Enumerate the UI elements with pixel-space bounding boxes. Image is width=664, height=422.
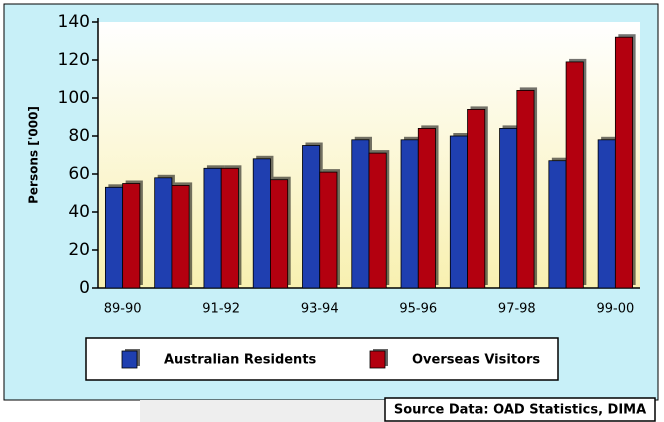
bar <box>417 127 436 289</box>
bar <box>614 36 634 289</box>
bar <box>351 139 370 289</box>
y-tick-label: 20 <box>68 240 90 260</box>
legend-label: Overseas Visitors <box>412 353 540 368</box>
y-tick-label: 60 <box>68 164 90 184</box>
bar <box>548 160 567 289</box>
bar <box>400 139 419 289</box>
bar <box>467 109 486 289</box>
source-box <box>384 397 656 422</box>
bar <box>252 158 271 289</box>
legend-label: Australian Residents <box>164 353 317 368</box>
bar <box>154 177 173 289</box>
bar <box>565 61 584 289</box>
bar <box>122 183 141 289</box>
x-tick-label: 95-96 <box>399 302 437 317</box>
legend-box <box>85 337 559 381</box>
bar <box>516 90 535 289</box>
source: Source Data: OAD Statistics, DIMA <box>394 403 646 418</box>
bar <box>270 179 289 289</box>
bar <box>449 135 468 289</box>
legend-swatch <box>121 350 138 369</box>
y-axis-label: Persons ['000] <box>27 106 41 204</box>
bar <box>319 171 338 289</box>
bar <box>597 139 616 289</box>
bar <box>104 186 124 289</box>
y-tick-label: 40 <box>68 202 90 222</box>
bar <box>203 167 222 289</box>
x-tick-label: 91-92 <box>202 302 240 317</box>
y-tick-label: 140 <box>58 12 90 32</box>
x-tick-label: 99-00 <box>596 302 634 317</box>
bar <box>220 167 239 289</box>
y-tick-label: 120 <box>58 50 90 70</box>
x-tick-label: 93-94 <box>301 302 339 317</box>
footer-bg <box>140 400 385 422</box>
bar <box>302 145 321 289</box>
y-tick-label: 0 <box>79 278 90 298</box>
bar <box>368 152 387 289</box>
legend-swatch <box>369 350 386 369</box>
x-tick-label: 89-90 <box>104 302 142 317</box>
bar <box>499 127 518 289</box>
y-tick-label: 80 <box>68 126 90 146</box>
bar <box>171 184 190 289</box>
y-tick-label: 100 <box>58 88 90 108</box>
x-tick-label: 97-98 <box>498 302 536 317</box>
